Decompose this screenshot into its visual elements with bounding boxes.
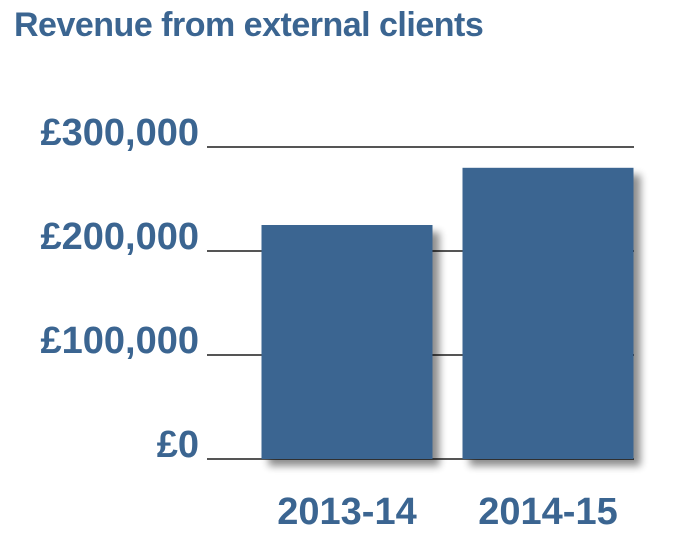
y-tick-label: £200,000 [41,216,200,258]
bar-2013-14 [261,225,433,459]
x-axis-category-labels: 2013-14 2014-15 [277,491,617,533]
x-category-label: 2014-15 [478,491,617,533]
bar-2014-15 [462,167,634,460]
bars [261,167,634,460]
chart-title: Revenue from external clients [14,6,484,44]
y-axis-tick-labels: £0 £100,000 £200,000 £300,000 [41,112,200,466]
y-tick-label: £300,000 [41,112,200,154]
y-tick-label: £100,000 [41,320,200,362]
y-tick-label: £0 [157,424,199,466]
x-category-label: 2013-14 [277,491,416,533]
